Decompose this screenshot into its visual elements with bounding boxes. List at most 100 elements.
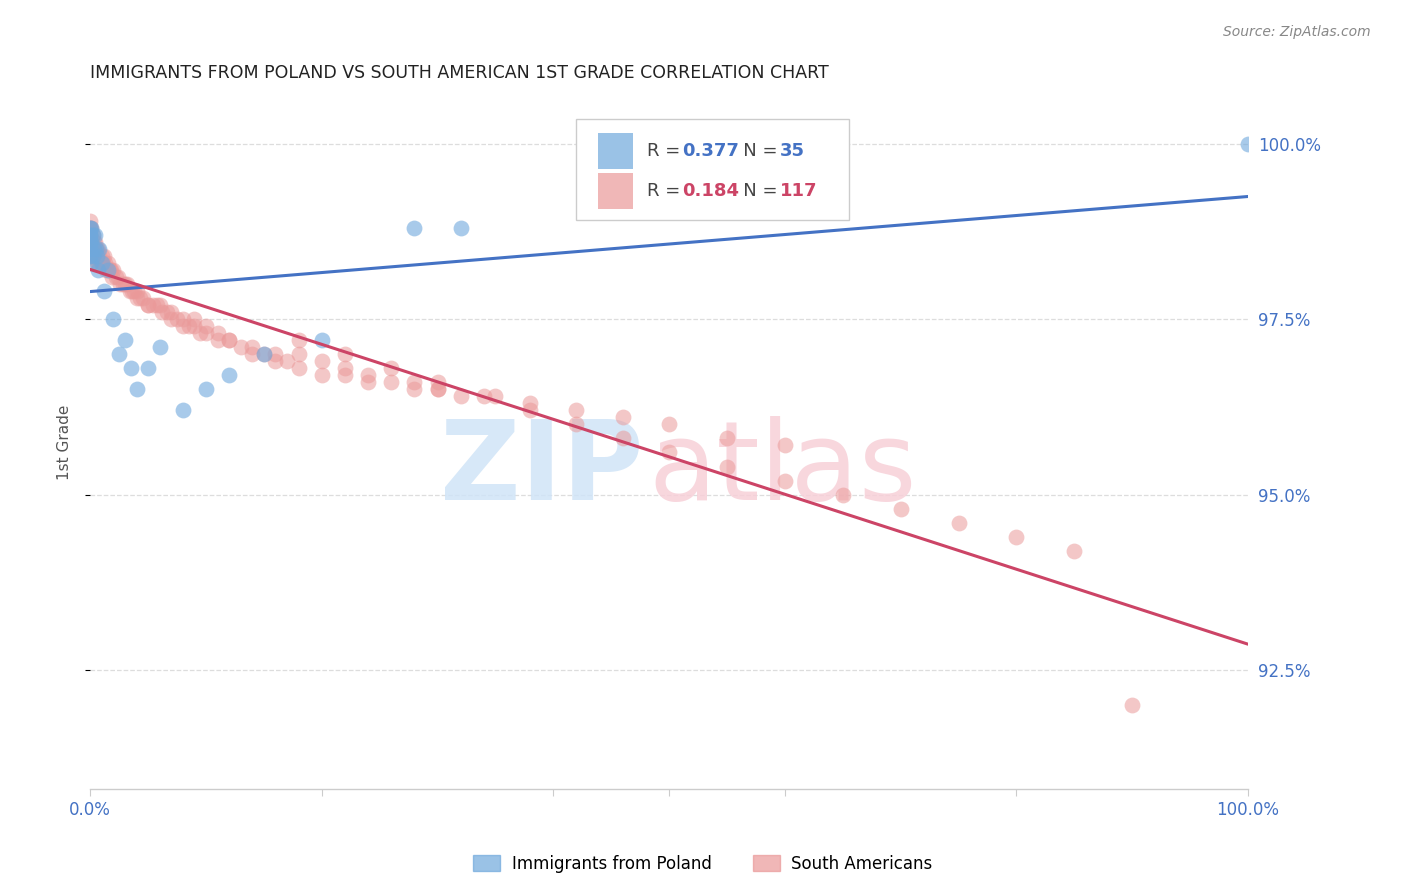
Point — [136, 361, 159, 376]
Point — [404, 376, 426, 390]
Text: atlas: atlas — [648, 417, 917, 524]
Point — [79, 227, 101, 242]
Point — [79, 221, 101, 235]
Point — [86, 242, 108, 256]
Point — [612, 410, 634, 425]
Point — [79, 227, 101, 242]
Point — [129, 291, 152, 305]
Point — [83, 249, 105, 263]
Text: IMMIGRANTS FROM POLAND VS SOUTH AMERICAN 1ST GRADE CORRELATION CHART: IMMIGRANTS FROM POLAND VS SOUTH AMERICAN… — [90, 64, 830, 82]
Point — [287, 347, 309, 361]
Point — [84, 249, 107, 263]
Point — [426, 376, 449, 390]
Point — [207, 326, 229, 341]
Point — [79, 242, 101, 256]
Point — [172, 312, 194, 326]
Point — [1121, 698, 1143, 712]
Point — [80, 235, 103, 249]
Point — [79, 249, 101, 263]
Point — [120, 361, 142, 376]
Point — [773, 438, 796, 452]
Point — [890, 501, 912, 516]
Point — [80, 221, 103, 235]
Point — [311, 368, 333, 383]
Point — [183, 312, 205, 326]
Point — [83, 235, 105, 249]
Point — [380, 361, 402, 376]
Point — [84, 242, 107, 256]
Point — [207, 333, 229, 347]
Point — [100, 263, 122, 277]
Point — [333, 361, 356, 376]
Point — [114, 277, 136, 292]
Point — [107, 270, 129, 285]
Point — [287, 361, 309, 376]
Point — [87, 263, 110, 277]
Point — [149, 298, 172, 312]
Point — [612, 432, 634, 446]
Point — [101, 270, 124, 285]
Point — [98, 263, 121, 277]
Text: 117: 117 — [780, 182, 818, 200]
Point — [195, 319, 218, 334]
Point — [125, 291, 148, 305]
Point — [118, 284, 141, 298]
Point — [97, 263, 120, 277]
Point — [333, 347, 356, 361]
Point — [142, 298, 165, 312]
Point — [160, 305, 183, 319]
Point — [103, 312, 125, 326]
Point — [79, 249, 101, 263]
Point — [426, 382, 449, 396]
Point — [218, 368, 240, 383]
Point — [357, 376, 380, 390]
Point — [253, 347, 276, 361]
Point — [149, 340, 172, 354]
Text: 0.184: 0.184 — [682, 182, 738, 200]
Text: N =: N = — [725, 182, 783, 200]
Point — [79, 235, 101, 249]
Y-axis label: 1st Grade: 1st Grade — [58, 404, 72, 480]
Point — [79, 242, 101, 256]
Point — [948, 516, 970, 530]
Point — [831, 487, 853, 501]
Point — [183, 319, 205, 334]
Point — [87, 242, 110, 256]
Point — [87, 256, 110, 270]
Point — [380, 376, 402, 390]
Point — [82, 227, 104, 242]
Point — [114, 333, 136, 347]
Point — [122, 284, 145, 298]
Point — [565, 403, 588, 417]
Point — [166, 312, 188, 326]
Point — [83, 235, 105, 249]
Point — [1005, 530, 1028, 544]
Point — [79, 235, 101, 249]
Point — [86, 256, 108, 270]
Point — [172, 403, 194, 417]
Point — [172, 319, 194, 334]
Point — [121, 284, 143, 298]
Point — [253, 347, 276, 361]
Point — [136, 298, 159, 312]
Point — [79, 227, 101, 242]
Point — [519, 403, 541, 417]
FancyBboxPatch shape — [576, 119, 849, 219]
Point — [93, 249, 115, 263]
Point — [79, 242, 101, 256]
Point — [156, 305, 179, 319]
Point — [287, 333, 309, 347]
Point — [93, 284, 115, 298]
Point — [96, 263, 118, 277]
Point — [125, 382, 148, 396]
Point — [82, 227, 104, 242]
Point — [658, 417, 681, 432]
Point — [79, 227, 101, 242]
Point — [229, 340, 252, 354]
Point — [97, 256, 120, 270]
Point — [150, 305, 173, 319]
Point — [80, 235, 103, 249]
Point — [97, 263, 120, 277]
Point — [195, 326, 218, 341]
Point — [357, 368, 380, 383]
